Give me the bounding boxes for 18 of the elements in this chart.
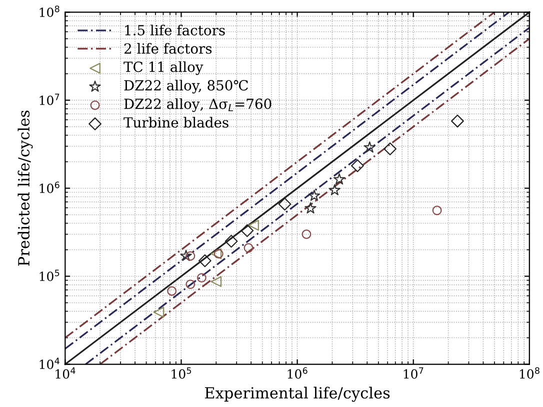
legend-label: 1.5 life factors [125,24,225,36]
legend-label: DZ22 alloy, Δσ$_{L}$=760 [124,98,272,112]
x-axis-title: Experimental life/cycles [205,386,390,402]
legend-label: DZ22 alloy, 850℃ [124,80,248,94]
y-tick-label: 10$^{5}$ [40,270,60,282]
x-tick-label: 10$^{6}$ [288,367,308,379]
legend-label: 2 life factors [124,43,212,54]
legend-label: TC 11 alloy [124,61,204,75]
x-tick-label: 10$^{4}$ [56,367,76,379]
x-tick-label: 10$^{8}$ [520,367,540,379]
y-tick-label: 10$^{4}$ [40,358,60,370]
y-tick-label: 10$^{6}$ [40,182,60,194]
legend-label: Turbine blades [124,116,228,128]
y-tick-label: 10$^{8}$ [40,6,60,18]
x-tick-label: 10$^{7}$ [404,367,424,379]
y-axis-title: Predicted life/cycles [18,110,33,266]
x-tick-label: 10$^{5}$ [172,367,192,379]
y-tick-label: 10$^{7}$ [40,94,60,106]
